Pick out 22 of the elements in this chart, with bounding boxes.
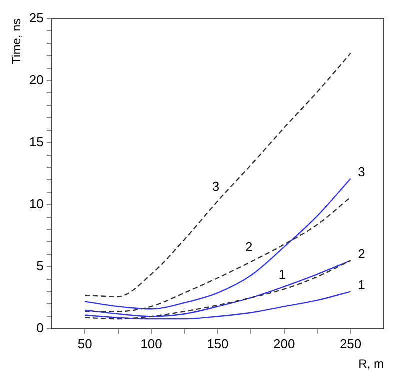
x-tick-label: 50 xyxy=(78,336,92,352)
y-tick-label: 10 xyxy=(29,196,44,212)
y-tick-label: 20 xyxy=(29,72,44,88)
y-tick-label: 0 xyxy=(36,320,44,336)
x-tick-label: 200 xyxy=(274,336,296,352)
x-tick-label: 150 xyxy=(207,336,229,352)
series-label: 3 xyxy=(212,178,220,194)
series-label: 2 xyxy=(246,240,253,255)
x-tick-label: 100 xyxy=(140,336,162,352)
line-series xyxy=(84,52,352,298)
line-series xyxy=(84,196,352,312)
line-series xyxy=(84,178,352,310)
y-tick-label: 25 xyxy=(29,10,44,26)
series-label: 3 xyxy=(358,164,366,180)
series-label: 1 xyxy=(278,266,286,282)
series-label: 1 xyxy=(358,277,366,292)
y-tick-label: 15 xyxy=(29,134,44,150)
x-tick-label: 250 xyxy=(340,336,362,352)
series-label: 2 xyxy=(358,246,366,262)
x-axis-title: R, m xyxy=(358,357,384,372)
y-tick-label: 5 xyxy=(36,258,44,274)
y-axis-title: Time, ns xyxy=(10,18,24,64)
